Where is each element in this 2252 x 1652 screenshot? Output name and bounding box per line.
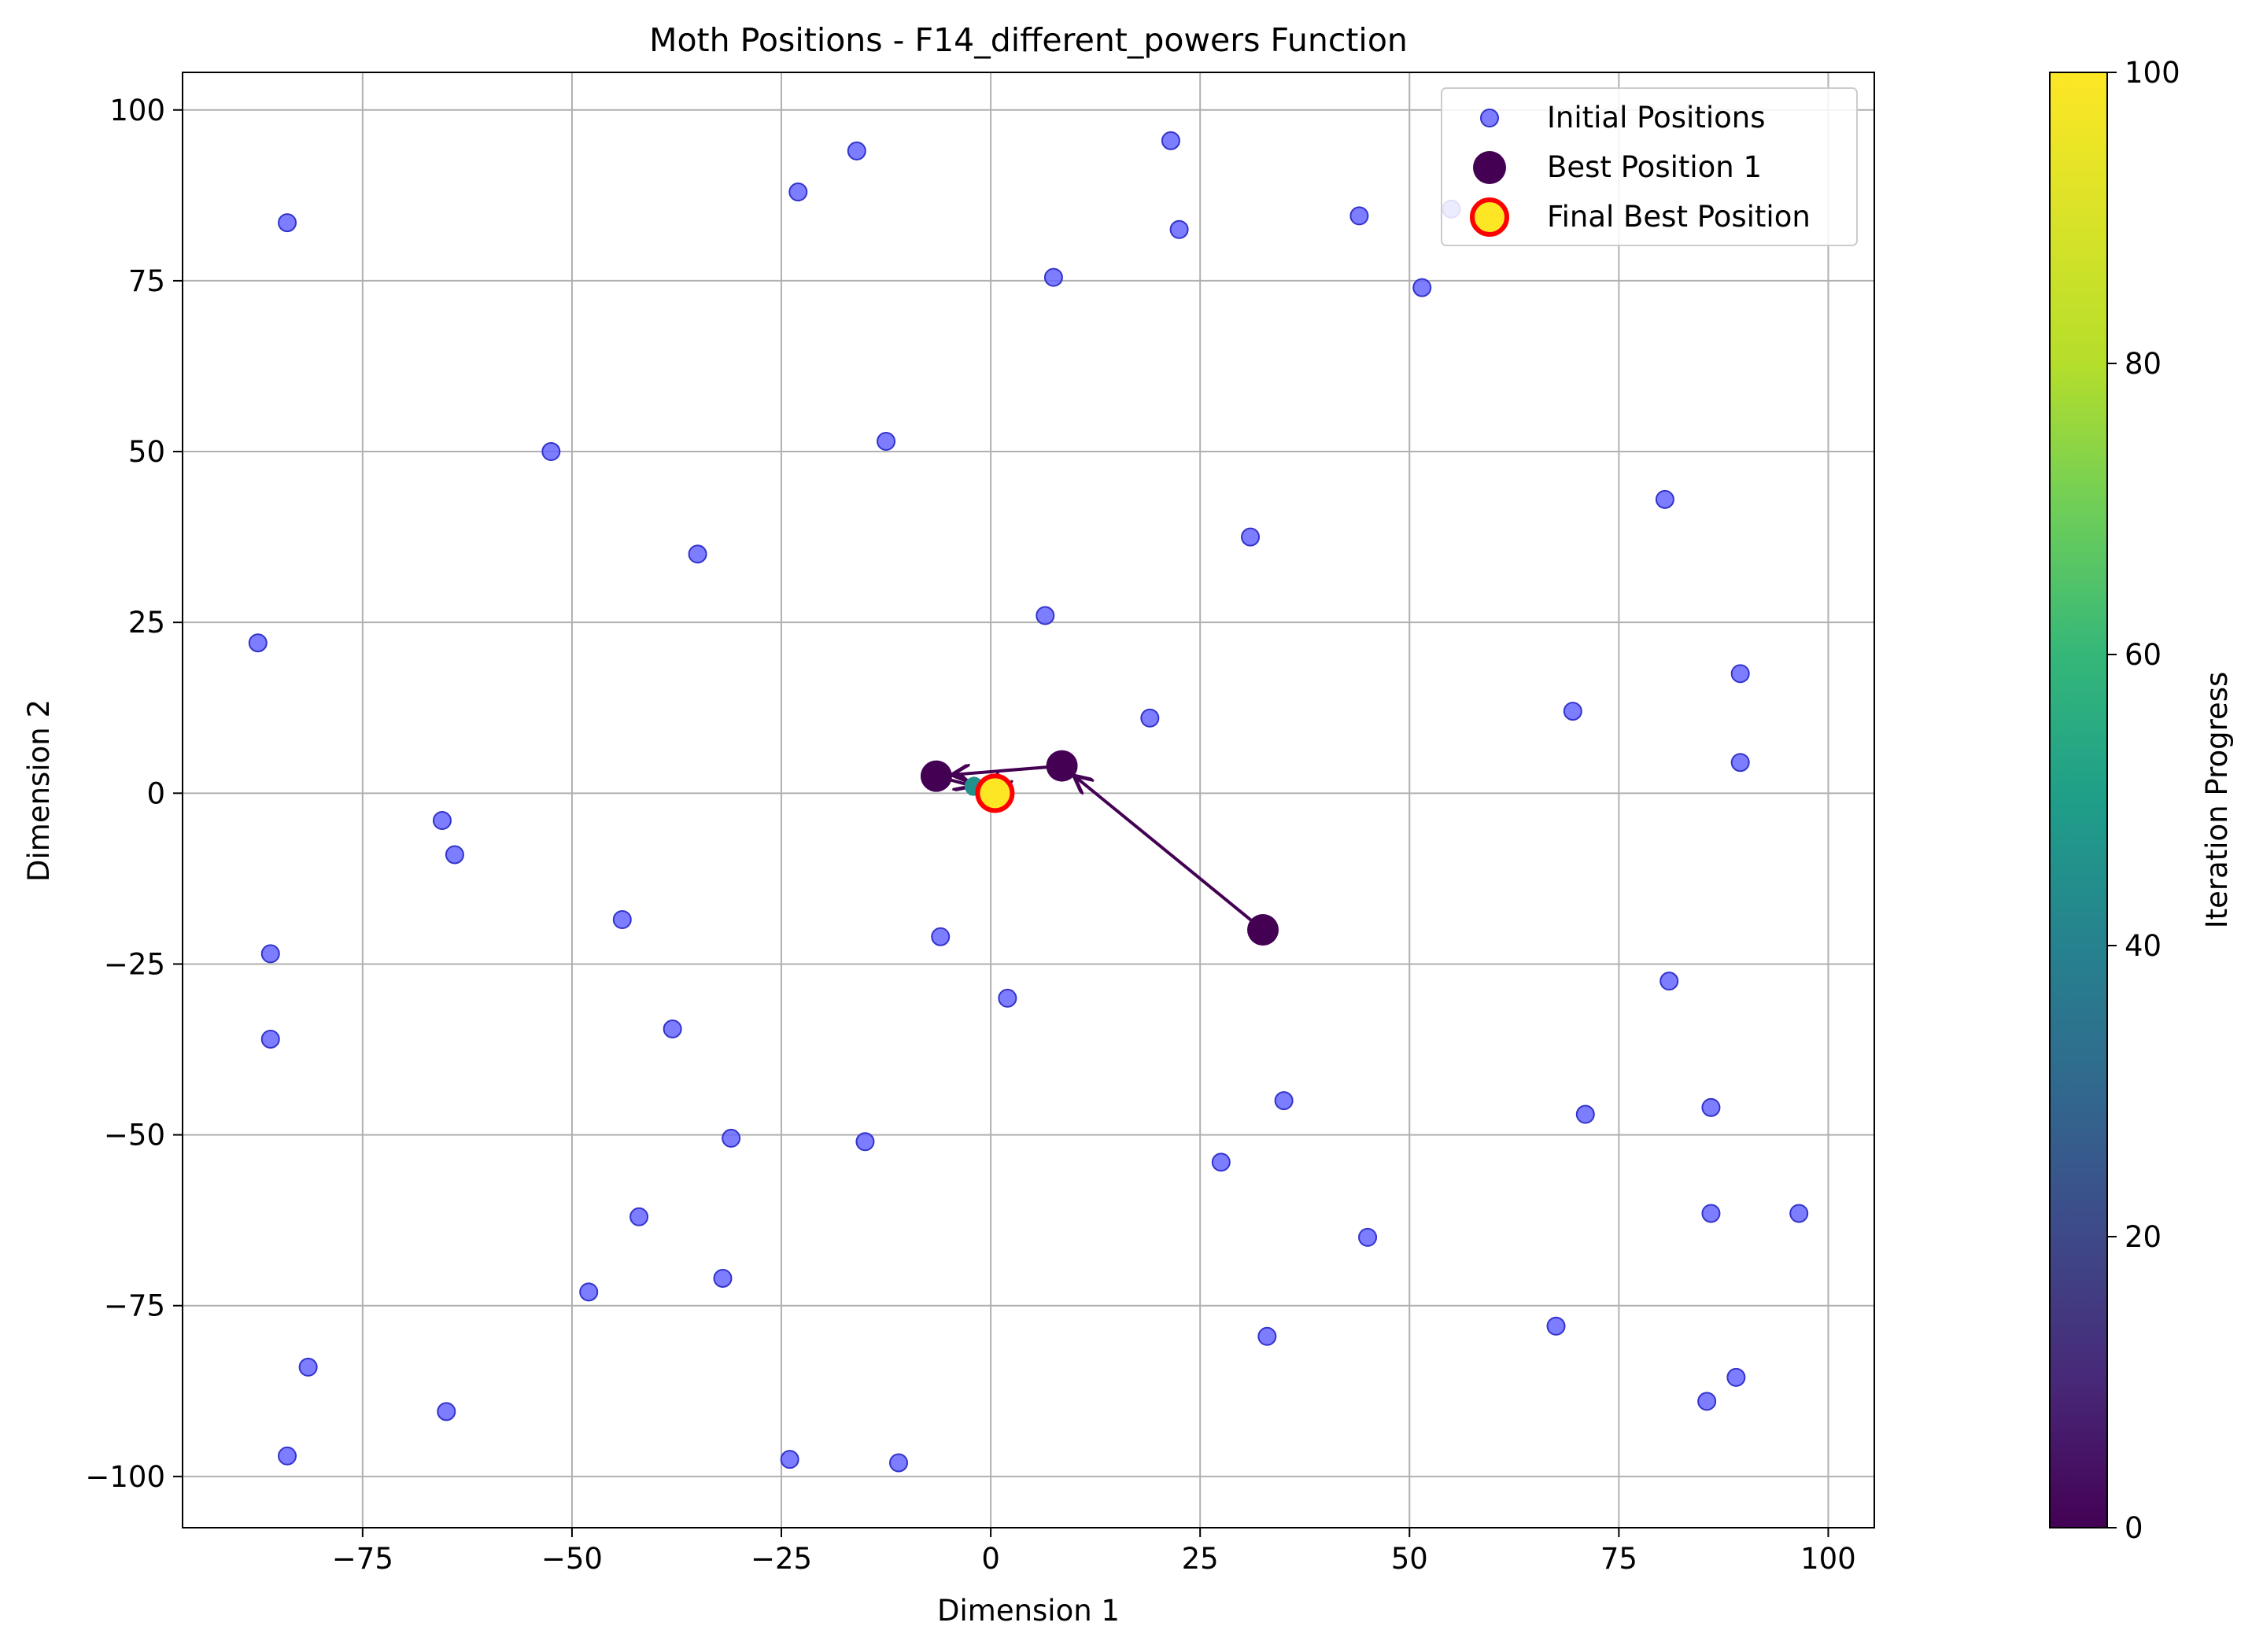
initial-position-point: [260, 1029, 280, 1049]
best-path-arrow: [1076, 776, 1264, 931]
initial-position-point: [1169, 219, 1189, 239]
initial-position-point: [629, 1207, 649, 1226]
initial-position-point: [1349, 206, 1369, 226]
x-tick-label: 50: [1391, 1542, 1428, 1576]
colorbar-tick-label: 40: [2125, 929, 2162, 963]
initial-position-point: [1659, 972, 1679, 991]
y-tick-label: 25: [128, 606, 165, 640]
legend-box: [1441, 87, 1858, 246]
initial-position-point: [931, 927, 951, 946]
y-tick-label: 75: [128, 264, 165, 298]
initial-position-point: [1043, 267, 1063, 287]
colorbar-tick-label: 100: [2125, 56, 2180, 90]
initial-position-point: [1789, 1204, 1809, 1223]
initial-position-point: [998, 988, 1017, 1008]
legend-marker-initial: [1480, 109, 1499, 127]
y-tick-label: −100: [85, 1460, 165, 1494]
plot-frame: [182, 72, 1875, 1528]
x-tick-label: −75: [332, 1542, 393, 1576]
x-tick-label: −25: [751, 1542, 812, 1576]
initial-position-point: [1211, 1152, 1231, 1172]
initial-position-point: [432, 811, 452, 831]
grid: [183, 72, 1874, 1528]
initial-position-point: [1563, 702, 1582, 721]
x-tick-label: 100: [1800, 1542, 1856, 1576]
colorbar-ticks: 0 20 40 60 80 100: [2107, 56, 2180, 1545]
initial-position-point: [847, 141, 866, 160]
initial-position-point: [877, 432, 896, 452]
x-tick-label: 25: [1182, 1542, 1219, 1576]
x-axis-label: Dimension 1: [937, 1594, 1120, 1628]
y-axis-label: Dimension 2: [22, 699, 56, 882]
initial-position-point: [889, 1453, 909, 1473]
x-tick-label: 0: [981, 1542, 1000, 1576]
legend-label-best: Best Position 1: [1547, 150, 1762, 184]
initial-position-point: [541, 442, 561, 462]
initial-position-point: [445, 845, 464, 865]
initial-position-point: [663, 1019, 682, 1038]
colorbar-label: Iteration Progress: [2200, 672, 2234, 929]
initial-position-point: [1546, 1316, 1566, 1336]
initial-position-point: [1161, 131, 1180, 150]
x-tick-label: 75: [1600, 1542, 1637, 1576]
y-tick-label: 50: [128, 435, 165, 469]
legend-label-final: Final Best Position: [1547, 200, 1811, 234]
initial-position-point: [278, 213, 297, 233]
initial-position-point: [1655, 489, 1674, 509]
initial-position-point: [260, 944, 280, 964]
initial-position-point: [278, 1446, 297, 1466]
initial-position-point: [1697, 1392, 1717, 1411]
initial-position-point: [1358, 1227, 1378, 1247]
initial-position-point: [298, 1357, 318, 1377]
colorbar-tick-label: 80: [2125, 347, 2162, 381]
initial-position-point: [1575, 1104, 1595, 1124]
colorbar-gradient: [2049, 72, 2108, 1528]
colorbar: 0 20 40 60 80 100 Iteration Progress: [2049, 56, 2234, 1545]
initial-position-point: [579, 1282, 599, 1302]
final-best-marker: [975, 773, 1015, 813]
y-tick-label: −50: [104, 1119, 165, 1152]
legend-marker-final: [1470, 197, 1509, 237]
colorbar-tick-label: 20: [2125, 1220, 2162, 1254]
initial-position-point: [1701, 1097, 1721, 1117]
initial-position-point: [780, 1450, 799, 1469]
initial-position-point: [1274, 1091, 1294, 1111]
best-position-point: [1247, 914, 1279, 946]
best-position-point: [920, 760, 952, 792]
y-tick-label: −25: [104, 947, 165, 981]
initial-position-point: [722, 1128, 741, 1148]
initial-position-point: [437, 1402, 456, 1422]
x-tick-label: −50: [541, 1542, 603, 1576]
initial-position-point: [1701, 1204, 1721, 1223]
legend-marker-best: [1473, 151, 1506, 184]
initial-position-point: [1241, 527, 1261, 547]
best-position-point: [1046, 750, 1078, 782]
initial-position-point: [1412, 278, 1432, 297]
legend-label-initial: Initial Positions: [1547, 101, 1765, 135]
initial-position-point: [855, 1132, 875, 1152]
y-axis-ticks: −100 −75 −50 −25 0 25 50 75 100: [85, 94, 183, 1494]
x-axis-ticks: −75 −50 −25 0 25 50 75 100: [332, 1528, 1856, 1576]
colorbar-tick-label: 0: [2125, 1511, 2143, 1545]
initial-position-point: [1257, 1326, 1277, 1346]
colorbar-tick-label: 60: [2125, 638, 2162, 672]
initial-position-point: [713, 1268, 733, 1288]
chart-title: Moth Positions - F14_different_powers Fu…: [649, 21, 1408, 59]
initial-position-point: [248, 633, 268, 653]
final-best-marker-group: [975, 773, 1015, 813]
initial-position-point: [1730, 753, 1750, 773]
initial-position-point: [1726, 1367, 1746, 1387]
y-tick-label: 100: [109, 94, 165, 127]
y-tick-label: −75: [104, 1289, 165, 1323]
initial-position-point: [1140, 708, 1160, 728]
legend: Initial Positions Best Position 1 Final …: [1441, 87, 1858, 246]
initial-position-point: [788, 182, 808, 201]
initial-position-point: [688, 544, 707, 564]
initial-position-point: [1036, 606, 1055, 625]
initial-position-point: [1730, 664, 1750, 684]
initial-position-point: [612, 909, 632, 929]
y-tick-label: 0: [146, 776, 165, 810]
